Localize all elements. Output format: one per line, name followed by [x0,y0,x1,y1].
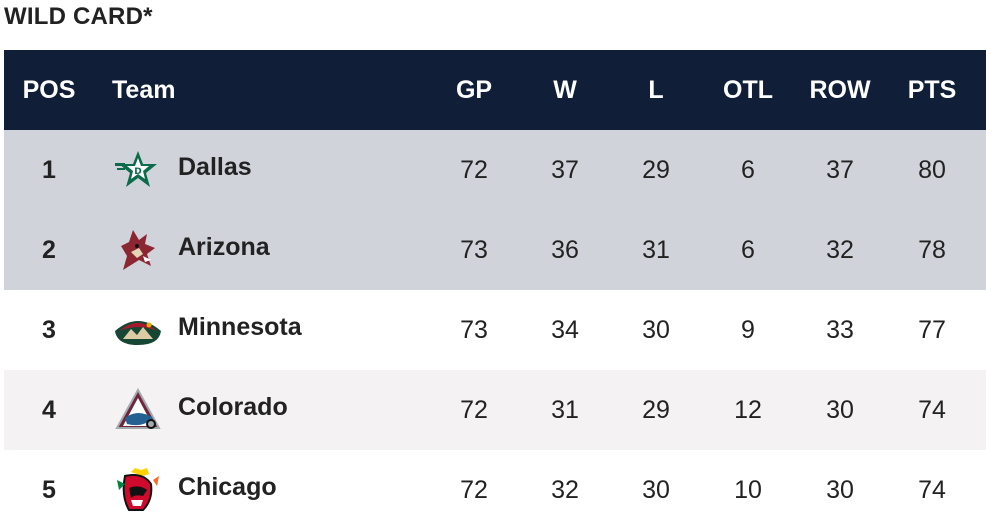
row-l: 30 [642,475,670,504]
row-row: 37 [826,155,854,184]
row-pts: 74 [918,395,946,424]
row-w: 31 [551,395,579,424]
row-otl: 6 [741,235,755,264]
header-otl[interactable]: OTL [723,75,773,104]
row-w: 34 [551,315,579,344]
arizona-coyotes-logo-icon [112,228,164,272]
team-name[interactable]: Minnesota [178,312,302,341]
row-pts: 78 [918,235,946,264]
table-row[interactable]: 2 Arizona 73 36 31 6 32 78 [4,210,986,290]
section-title: WILD CARD* [4,3,153,30]
row-l: 30 [642,315,670,344]
row-gp: 72 [460,155,488,184]
team-name[interactable]: Arizona [178,232,270,261]
header-team[interactable]: Team [112,75,176,104]
team-name[interactable]: Colorado [178,392,288,421]
row-l: 29 [642,155,670,184]
row-row: 32 [826,235,854,264]
standings-table: POS Team GP W L OTL ROW PTS 1 D Dallas 7… [4,50,986,530]
svg-text:D: D [134,167,141,177]
row-row: 30 [826,475,854,504]
row-pos: 3 [42,315,56,344]
row-team[interactable]: Chicago [94,468,434,512]
row-pts: 80 [918,155,946,184]
minnesota-wild-logo-icon [112,308,164,352]
row-pos: 5 [42,475,56,504]
row-team[interactable]: Colorado [94,388,434,432]
row-team[interactable]: Minnesota [94,308,434,352]
header-row[interactable]: ROW [809,75,871,104]
table-header: POS Team GP W L OTL ROW PTS [4,50,986,130]
row-otl: 10 [734,475,762,504]
header-l[interactable]: L [648,75,664,104]
row-team[interactable]: D Dallas [94,148,434,192]
row-w: 37 [551,155,579,184]
row-gp: 73 [460,235,488,264]
table-row[interactable]: 4 Colorado 72 31 29 12 30 74 [4,370,986,450]
row-pos: 4 [42,395,56,424]
row-gp: 73 [460,315,488,344]
table-row[interactable]: 3 Minnesota 73 34 30 9 33 77 [4,290,986,370]
row-l: 31 [642,235,670,264]
row-w: 36 [551,235,579,264]
row-otl: 9 [741,315,755,344]
colorado-avalanche-logo-icon [112,388,164,432]
header-gp[interactable]: GP [455,75,493,104]
header-pts[interactable]: PTS [907,75,957,104]
row-pos: 1 [42,155,56,184]
row-pts: 77 [918,315,946,344]
header-pos[interactable]: POS [22,75,76,104]
row-row: 30 [826,395,854,424]
row-otl: 12 [734,395,762,424]
row-team[interactable]: Arizona [94,228,434,272]
row-gp: 72 [460,475,488,504]
row-row: 33 [826,315,854,344]
row-pts: 74 [918,475,946,504]
row-l: 29 [642,395,670,424]
row-w: 32 [551,475,579,504]
team-name[interactable]: Chicago [178,472,277,501]
dallas-stars-logo-icon: D [112,148,164,192]
team-name[interactable]: Dallas [178,152,252,181]
table-row[interactable]: 5 Chicago 72 32 30 10 30 74 [4,450,986,530]
row-gp: 72 [460,395,488,424]
chicago-blackhawks-logo-icon [112,468,164,512]
row-pos: 2 [42,235,56,264]
row-otl: 6 [741,155,755,184]
table-row[interactable]: 1 D Dallas 72 37 29 6 37 80 [4,130,986,210]
header-w[interactable]: W [553,75,577,104]
